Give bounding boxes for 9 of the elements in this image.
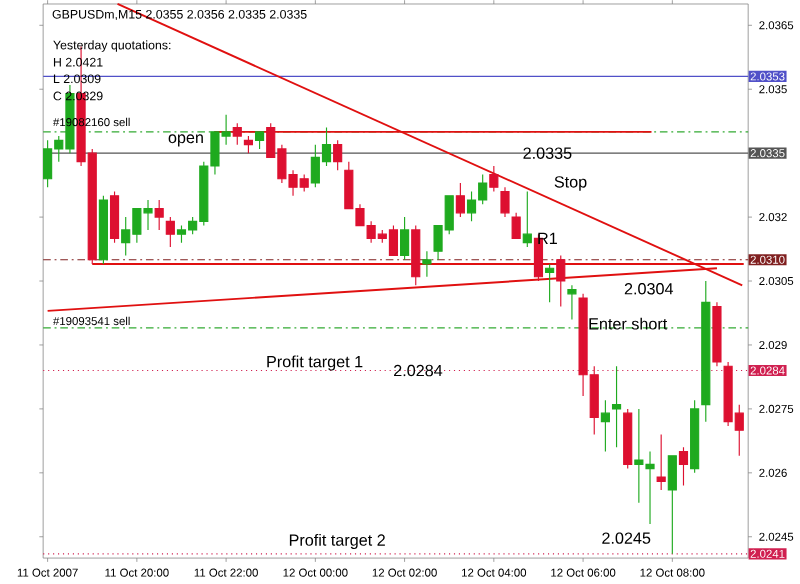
annotation: Enter short: [589, 318, 668, 331]
annotation: Profit target 2: [289, 534, 385, 550]
annotation: Profit target 1: [267, 355, 363, 372]
annotation: 2.0245: [602, 532, 651, 545]
annotation: 2.0284: [394, 365, 443, 377]
annotation: open: [168, 134, 203, 147]
annotation: 2.0335: [523, 147, 572, 160]
annotation: Stop: [554, 176, 587, 192]
annotation: 2.0304: [624, 283, 674, 295]
